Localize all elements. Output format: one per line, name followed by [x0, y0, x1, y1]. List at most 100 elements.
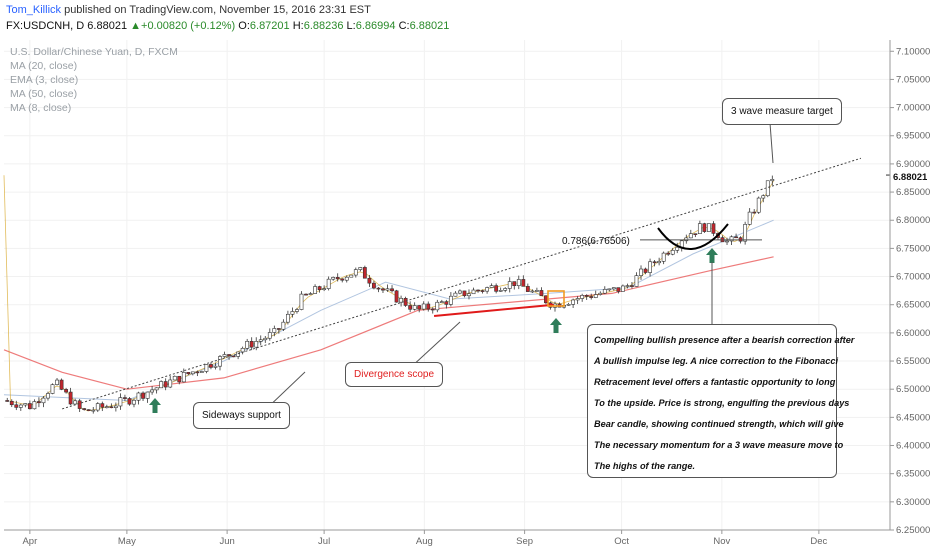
candle-body [177, 375, 182, 383]
candle-body [670, 249, 675, 255]
last-price: 6.88021 [87, 20, 128, 32]
close-value: 6.88021 [409, 20, 450, 32]
candle-body [104, 406, 109, 409]
y-tick-label: 6.80000 [896, 215, 930, 226]
candle-body [734, 236, 738, 239]
x-tick-label: Nov [713, 536, 730, 547]
close-label: C: [398, 20, 410, 32]
candle-body [113, 405, 118, 408]
candle-body [639, 268, 643, 276]
y-tick-label: 6.55000 [896, 356, 930, 367]
candle-body [657, 261, 662, 264]
candle-body [37, 401, 41, 404]
open-label: O: [238, 20, 250, 32]
candle-body [91, 409, 96, 412]
analysis-line: Retracement level offers a fantastic opp… [594, 377, 836, 387]
legend-ema3: EMA (3, close) [10, 74, 79, 86]
candle-body [688, 233, 693, 239]
candle-body [14, 404, 19, 408]
candle-body [498, 290, 503, 292]
x-tick-label: Dec [810, 536, 827, 547]
candle-body [335, 277, 340, 280]
candle-body [73, 400, 78, 405]
candle-body [752, 211, 757, 214]
candle-body [467, 293, 471, 297]
candle-body [453, 292, 458, 297]
chart-header: Tom_Killick published on TradingView.com… [0, 0, 932, 40]
candle-body [145, 391, 150, 399]
candle-body [46, 393, 50, 399]
up-arrow-icon [550, 318, 562, 333]
candle-body [593, 294, 598, 298]
legend-ma20: MA (20, close) [10, 60, 78, 72]
candle-body [430, 308, 435, 311]
candle-body [625, 285, 630, 287]
candle-body [186, 372, 191, 375]
candle-body [159, 381, 164, 389]
candle-body [267, 332, 272, 339]
candle-body [372, 282, 376, 289]
candle-body [679, 240, 684, 248]
candle-body [218, 356, 222, 367]
y-tick-label: 6.40000 [896, 441, 930, 452]
candle-body [317, 286, 322, 290]
candle-body [204, 364, 209, 372]
candle-body [652, 261, 657, 264]
candle-body [27, 403, 32, 410]
candle-body [426, 303, 431, 310]
analysis-callout: Compelling bullish presence after a bear… [587, 324, 854, 478]
y-tick-label: 7.05000 [896, 74, 930, 85]
candle-body [32, 401, 37, 410]
highlight-box [547, 290, 565, 307]
candle-body [607, 288, 612, 291]
divergence-pointer [409, 321, 461, 369]
up-arrow-icon [706, 248, 718, 263]
candle-body [227, 354, 231, 357]
y-tick-label: 6.50000 [896, 384, 930, 395]
analysis-line: To the upside. Price is strong, engulfin… [594, 398, 850, 408]
candle-body [141, 392, 145, 399]
candle-body [598, 292, 603, 295]
candle-body [743, 224, 748, 242]
candle-body [123, 397, 127, 399]
candle-body [390, 288, 394, 292]
candle-body [630, 285, 634, 287]
candle-body [444, 301, 449, 305]
candle-body [471, 289, 476, 295]
candle-body [127, 398, 132, 405]
candle-body [245, 341, 250, 349]
candle-body [648, 261, 652, 273]
candle-body [462, 290, 467, 297]
candle-body [480, 290, 485, 292]
trend-line [62, 157, 862, 410]
candle-body [82, 408, 87, 410]
candle-body [299, 293, 304, 310]
candle-body [322, 288, 327, 290]
candle-body [399, 298, 403, 303]
author-link[interactable]: Tom_Killick [6, 4, 62, 16]
candle-body [770, 179, 775, 182]
candle-body [421, 303, 426, 310]
candle-body [163, 381, 168, 388]
candle-body [534, 290, 539, 292]
candle-body [521, 279, 526, 287]
divergence-callout: Divergence scope [345, 362, 444, 387]
candle-body [512, 281, 517, 286]
candle-body [489, 285, 494, 288]
divergence-line [433, 303, 554, 317]
candle-body [59, 379, 64, 390]
candle-body [136, 392, 141, 401]
x-tick-label: Aug [416, 536, 433, 547]
candle-body [458, 290, 462, 294]
candle-body [584, 295, 589, 297]
published-text: published on TradingView.com, November 1… [61, 4, 371, 16]
candle-body [725, 240, 729, 243]
candle-body [344, 276, 349, 281]
candle-body [209, 364, 213, 368]
candle-body [765, 180, 770, 197]
analysis-line: The highs of the range. [594, 461, 696, 471]
up-arrow-icon: ▲ [130, 20, 142, 32]
y-tick-label: 6.35000 [896, 469, 930, 480]
candle-body [326, 278, 331, 289]
